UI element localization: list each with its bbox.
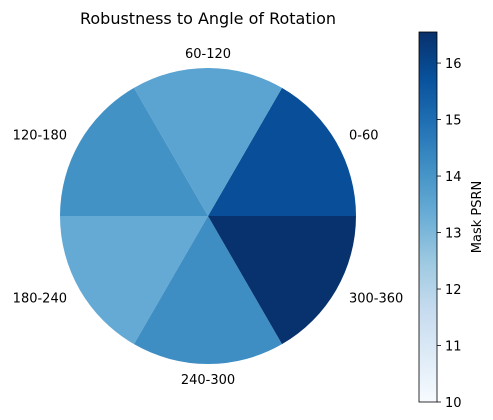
pie-slice-0-60 — [208, 87, 356, 216]
slice-label-120-180: 120-180 — [13, 129, 67, 144]
slice-label-300-360: 300-360 — [349, 291, 403, 306]
pie-slice-120-180 — [60, 87, 208, 216]
colorbar-tick-label: 14 — [445, 170, 462, 185]
slice-label-180-240: 180-240 — [13, 291, 67, 306]
slice-label-60-120: 60-120 — [185, 47, 231, 62]
colorbar — [418, 31, 438, 403]
colorbar-tick-label: 16 — [445, 57, 462, 72]
pie-slice-180-240 — [60, 216, 208, 345]
slice-label-240-300: 240-300 — [181, 373, 235, 388]
colorbar-label: Mask PSRN — [470, 181, 485, 253]
pie-labels: 0-60 60-120 120-180 180-240 240-300 300-360 — [13, 47, 404, 388]
colorbar-ticks: 10 11 12 13 14 15 16 — [437, 57, 462, 411]
chart-title: Robustness to Angle of Rotation — [80, 9, 336, 28]
pie-slice-300-360 — [208, 216, 356, 345]
colorbar-tick-label: 12 — [445, 283, 462, 298]
colorbar-tick-label: 11 — [445, 340, 462, 355]
colorbar-tick-label: 15 — [445, 114, 462, 129]
pie-slice-240-300 — [134, 216, 282, 364]
pie-slices — [60, 67, 356, 364]
colorbar-tick-label: 13 — [445, 227, 462, 242]
colorbar-tick-label: 10 — [445, 396, 462, 411]
pie-slice-60-120 — [134, 67, 282, 216]
slice-label-0-60: 0-60 — [349, 129, 379, 144]
